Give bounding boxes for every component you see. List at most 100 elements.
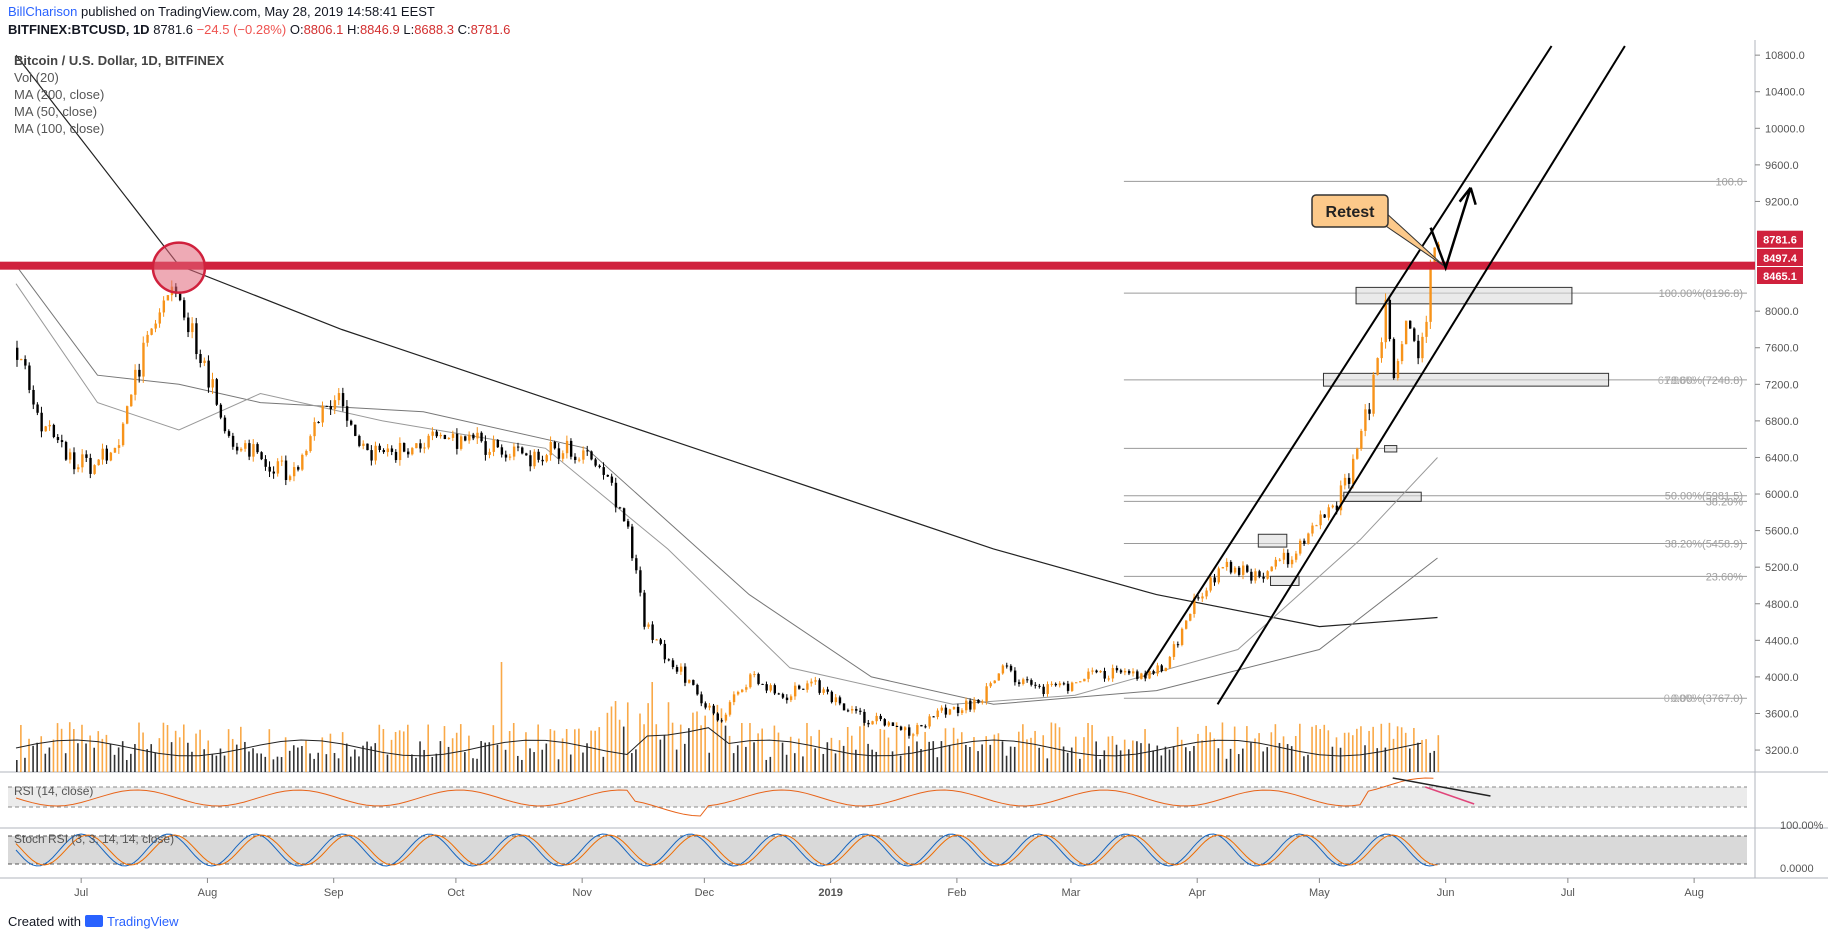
candle-body — [125, 406, 129, 424]
volume-bar — [679, 724, 682, 772]
volume-bar — [533, 752, 535, 772]
volume-bar — [187, 742, 189, 772]
volume-bar — [1156, 745, 1159, 772]
vol-legend[interactable]: Vol (20) — [14, 70, 59, 85]
volume-bar — [1425, 739, 1427, 772]
candle-body — [1160, 665, 1163, 672]
candle-body — [439, 434, 443, 437]
volume-bar — [798, 738, 800, 772]
candle-body — [842, 703, 846, 711]
candle-body — [533, 451, 536, 467]
candle-body — [1384, 299, 1387, 343]
candle-body — [863, 711, 866, 723]
volume-bar — [398, 730, 401, 772]
stoch-rsi-label[interactable]: Stoch RSI (3, 3, 14, 14, close) — [14, 832, 175, 846]
candle-body — [1246, 565, 1249, 572]
rsi-label[interactable]: RSI (14, close) — [14, 784, 94, 798]
volume-bar — [1282, 736, 1285, 772]
y-tick-label: 5600.0 — [1765, 526, 1799, 538]
candle-body — [883, 719, 886, 726]
volume-bar — [1095, 741, 1097, 772]
volume-bar — [382, 729, 385, 772]
candle-body — [166, 295, 170, 301]
volume-bar — [1079, 758, 1081, 772]
volume-bar — [56, 723, 59, 772]
candle-body — [366, 443, 369, 451]
volume-bar — [1266, 747, 1269, 772]
volume-bar — [325, 754, 328, 772]
candle-body — [362, 443, 365, 446]
volume-bar — [659, 739, 662, 772]
candle-body — [541, 459, 544, 462]
volume-bar — [317, 752, 320, 772]
candle-body — [93, 465, 96, 474]
candle-body — [855, 709, 858, 711]
volume-bar — [1437, 735, 1440, 772]
candle-body — [44, 426, 47, 432]
candle-body — [1409, 320, 1412, 329]
author-link[interactable]: BillCharison — [8, 4, 78, 19]
ma200-legend[interactable]: MA (200, close) — [14, 87, 105, 102]
volume-bar — [802, 756, 804, 772]
candle-body — [956, 706, 960, 713]
candle-body — [28, 365, 31, 390]
volume-bar — [500, 662, 503, 772]
y-tick-label: 9600.0 — [1765, 160, 1799, 172]
volume-bar — [529, 748, 531, 772]
volume-bar — [178, 737, 181, 772]
candle-body — [557, 448, 561, 459]
volume-bar — [101, 738, 104, 772]
candle-body — [419, 443, 422, 449]
y-tick-label: 4800.0 — [1765, 599, 1799, 611]
volume-bar — [305, 740, 307, 772]
volume-bar — [85, 743, 87, 772]
tradingview-link[interactable]: TradingView — [106, 914, 179, 929]
volume-bar — [150, 744, 153, 772]
candle-body — [1294, 553, 1298, 560]
ma50-legend[interactable]: MA (50, close) — [14, 104, 98, 119]
ma100-legend[interactable]: MA (100, close) — [14, 121, 105, 136]
volume-bar — [594, 730, 596, 772]
candle-body — [614, 482, 618, 508]
volume-bar — [354, 749, 356, 772]
candle-body — [512, 446, 516, 457]
candle-body — [288, 476, 292, 481]
last-price: 8781.6 — [153, 22, 193, 37]
candle-body — [121, 423, 125, 446]
candle-body — [1229, 561, 1233, 573]
volume-bar — [227, 729, 230, 772]
volume-bar — [1351, 735, 1354, 772]
candle-body — [973, 699, 976, 710]
volume-bar — [871, 749, 873, 772]
candle-body — [1123, 670, 1127, 673]
candle-body — [716, 713, 719, 721]
candle-body — [724, 714, 728, 721]
candle-body — [537, 451, 540, 460]
volume-bar — [309, 753, 311, 772]
candle-body — [924, 726, 927, 728]
volume-bar — [472, 758, 474, 772]
candle-body — [85, 454, 88, 458]
volume-bar — [1433, 750, 1436, 772]
candle-body — [1127, 670, 1131, 674]
candle-body — [516, 446, 520, 448]
candle-body — [675, 667, 679, 672]
candle-body — [321, 405, 324, 423]
candle-body — [1404, 320, 1408, 345]
candle-body — [1299, 540, 1302, 554]
candle-body — [932, 716, 935, 718]
candle-body — [349, 420, 353, 425]
chart-title: Bitcoin / U.S. Dollar, 1D, BITFINEX — [14, 53, 225, 68]
candle-body — [1217, 568, 1220, 583]
volume-bar — [1144, 729, 1146, 772]
volume-bar — [1409, 748, 1411, 772]
support-zone-box — [1322, 372, 1610, 387]
candle-body — [1303, 540, 1306, 544]
candle-body — [178, 293, 182, 301]
volume-bar — [720, 708, 723, 772]
volume-bar — [1421, 739, 1423, 772]
stoch-k-line — [15, 833, 1438, 867]
volume-bar — [1229, 748, 1232, 772]
candle-body — [1380, 342, 1383, 359]
